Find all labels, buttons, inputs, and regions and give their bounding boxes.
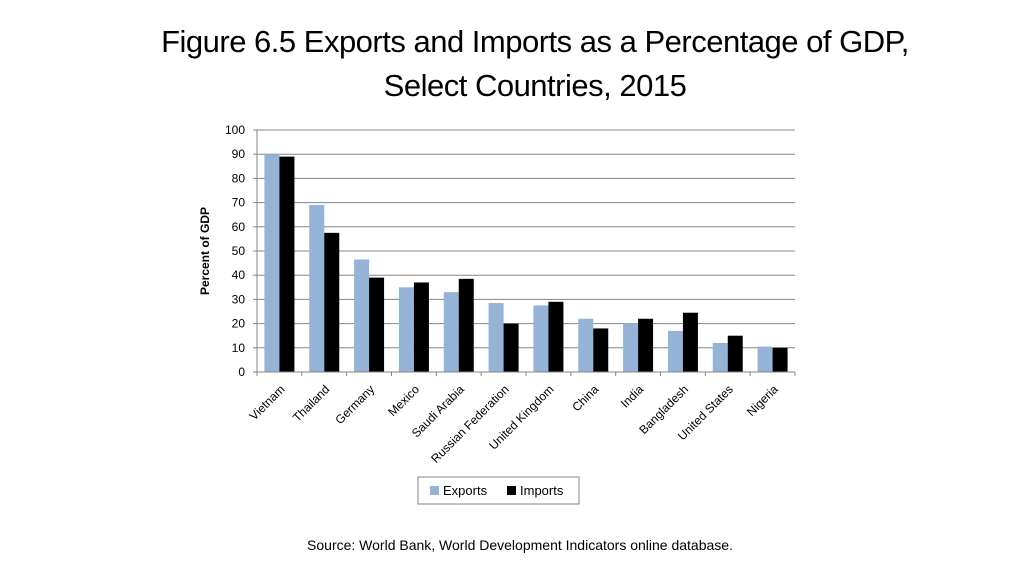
legend-swatch-exports <box>430 486 439 495</box>
bar-exports-united-kingdom <box>533 305 549 372</box>
bar-exports-china <box>578 318 594 372</box>
y-tick-label: 50 <box>232 244 246 258</box>
bar-exports-mexico <box>398 287 414 372</box>
bar-exports-nigeria <box>757 346 773 372</box>
bar-exports-bangladesh <box>667 330 683 372</box>
y-axis-label: Percent of GDP <box>198 207 212 295</box>
y-tick-label: 80 <box>232 171 246 185</box>
y-tick-label: 40 <box>232 268 246 282</box>
x-tick-label: Thailand <box>290 382 332 424</box>
y-tick-label: 70 <box>232 196 246 210</box>
x-tick-label: Vietnam <box>247 382 288 423</box>
y-tick-label: 100 <box>225 123 245 137</box>
bar-imports-mexico <box>413 282 429 372</box>
bar-exports-united-states <box>712 342 728 372</box>
legend-box <box>417 476 580 505</box>
bar-imports-saudi-arabia <box>458 278 474 372</box>
bar-exports-russian-federation <box>488 303 504 372</box>
bar-imports-united-states <box>727 335 743 372</box>
legend-label-exports: Exports <box>443 483 488 498</box>
bar-imports-china <box>593 328 609 372</box>
bar-imports-vietnam <box>279 156 295 372</box>
x-tick-label: India <box>618 382 647 411</box>
chart-title-line-1: Figure 6.5 Exports and Imports as a Perc… <box>161 24 909 59</box>
y-tick-label: 30 <box>232 292 246 306</box>
y-tick-label: 20 <box>232 317 246 331</box>
chart-title: Figure 6.5 Exports and Imports as a Perc… <box>0 20 1024 108</box>
legend-label-imports: Imports <box>520 483 564 498</box>
y-axis-ticks: 0 10 20 30 40 50 60 70 80 90 100 <box>225 123 257 379</box>
bars <box>264 154 788 372</box>
chart-title-line-2: Select Countries, 2015 <box>383 68 687 103</box>
gridlines <box>257 129 795 349</box>
y-tick-label: 60 <box>232 220 246 234</box>
bar-imports-germany <box>369 277 385 372</box>
bar-imports-bangladesh <box>682 312 698 372</box>
bar-imports-nigeria <box>772 347 788 372</box>
bar-exports-india <box>623 323 639 372</box>
x-tick-label: Russian Federation <box>428 382 511 465</box>
legend: Exports Imports <box>417 476 580 505</box>
bar-exports-saudi-arabia <box>443 292 459 372</box>
x-tick-label: China <box>569 382 601 414</box>
bar-exports-germany <box>354 259 370 372</box>
y-tick-label: 10 <box>232 341 246 355</box>
bar-imports-thailand <box>324 232 340 372</box>
bar-exports-vietnam <box>264 154 280 372</box>
bar-imports-united-kingdom <box>548 301 564 372</box>
y-tick-label: 0 <box>238 365 245 379</box>
bar-exports-thailand <box>309 205 325 372</box>
y-tick-label: 90 <box>232 147 246 161</box>
x-tick-label: Germany <box>332 382 377 427</box>
x-tick-label: Nigeria <box>744 382 781 419</box>
x-tick-label: Mexico <box>385 382 422 419</box>
bar-imports-india <box>638 318 654 372</box>
legend-swatch-imports <box>507 486 516 495</box>
source-note: Source: World Bank, World Development In… <box>307 537 733 553</box>
bar-imports-russian-federation <box>503 323 519 372</box>
